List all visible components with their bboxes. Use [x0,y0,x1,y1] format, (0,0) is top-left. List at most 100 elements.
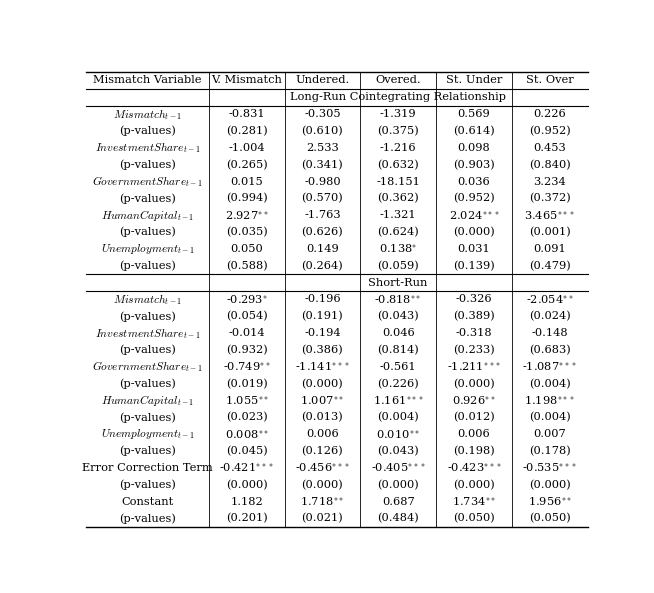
Text: (0.610): (0.610) [301,126,343,136]
Text: (0.952): (0.952) [453,193,495,203]
Text: -0.318: -0.318 [456,328,492,338]
Text: (p-values): (p-values) [119,260,176,271]
Text: (0.624): (0.624) [377,227,419,237]
Text: (0.372): (0.372) [529,193,570,203]
Text: (0.004): (0.004) [377,412,419,423]
Text: 0.010$^{\ast\ast}$: 0.010$^{\ast\ast}$ [376,428,420,441]
Text: (0.000): (0.000) [529,480,570,490]
Text: (p-values): (p-values) [119,227,176,237]
Text: 0.031: 0.031 [458,244,490,254]
Text: (0.050): (0.050) [453,514,495,524]
Text: 3.234: 3.234 [533,177,566,187]
Text: -0.326: -0.326 [456,295,492,304]
Text: -0.194: -0.194 [304,328,341,338]
Text: 0.007: 0.007 [533,429,566,439]
Text: 0.050: 0.050 [230,244,263,254]
Text: $\mathit{HumanCapital}_{t-1}$: $\mathit{HumanCapital}_{t-1}$ [101,208,194,223]
Text: $\mathit{Unemployment}_{t-1}$: $\mathit{Unemployment}_{t-1}$ [101,427,194,441]
Text: 0.687: 0.687 [382,496,415,506]
Text: (0.201): (0.201) [226,514,267,524]
Text: -1.141$^{\ast\ast\ast}$: -1.141$^{\ast\ast\ast}$ [295,361,350,373]
Text: (0.004): (0.004) [529,378,570,389]
Text: (0.191): (0.191) [301,311,343,321]
Text: -0.749$^{\ast\ast}$: -0.749$^{\ast\ast}$ [223,361,271,373]
Text: Short-Run: Short-Run [368,278,428,288]
Text: -2.054$^{\ast\ast}$: -2.054$^{\ast\ast}$ [526,293,574,306]
Text: $\mathit{GovernmentShare}_{t-1}$: $\mathit{GovernmentShare}_{t-1}$ [92,359,203,374]
Text: -1.087$^{\ast\ast\ast}$: -1.087$^{\ast\ast\ast}$ [523,361,577,373]
Text: (0.000): (0.000) [301,378,343,389]
Text: (0.198): (0.198) [453,446,495,456]
Text: (0.126): (0.126) [301,446,343,456]
Text: (0.952): (0.952) [529,126,570,136]
Text: (0.000): (0.000) [453,227,495,237]
Text: (p-values): (p-values) [119,412,176,423]
Text: (0.264): (0.264) [301,260,343,271]
Text: 1.055$^{\ast\ast}$: 1.055$^{\ast\ast}$ [225,394,269,407]
Text: (0.386): (0.386) [301,345,343,355]
Text: (0.000): (0.000) [226,480,267,490]
Text: -0.305: -0.305 [304,109,341,119]
Text: (p-values): (p-values) [119,345,176,355]
Text: 0.926$^{\ast\ast}$: 0.926$^{\ast\ast}$ [452,394,496,407]
Text: (p-values): (p-values) [119,513,176,524]
Text: -1.321: -1.321 [380,211,417,220]
Text: -0.405$^{\ast\ast\ast}$: -0.405$^{\ast\ast\ast}$ [371,461,425,474]
Text: (p-values): (p-values) [119,193,176,203]
Text: -0.980: -0.980 [304,177,341,187]
Text: (0.389): (0.389) [453,311,495,321]
Text: (0.683): (0.683) [529,345,570,355]
Text: $\mathit{HumanCapital}_{t-1}$: $\mathit{HumanCapital}_{t-1}$ [101,393,194,408]
Text: (0.004): (0.004) [529,412,570,423]
Text: (p-values): (p-values) [119,160,176,170]
Text: -0.196: -0.196 [304,295,341,304]
Text: (0.059): (0.059) [377,260,419,271]
Text: (0.043): (0.043) [377,446,419,456]
Text: (0.012): (0.012) [453,412,495,423]
Text: (0.023): (0.023) [226,412,267,423]
Text: 2.533: 2.533 [306,143,339,153]
Text: Constant: Constant [121,496,173,506]
Text: -1.004: -1.004 [228,143,265,153]
Text: (p-values): (p-values) [119,311,176,321]
Text: 2.927$^{\ast\ast}$: 2.927$^{\ast\ast}$ [225,209,268,222]
Text: Undered.: Undered. [295,75,349,85]
Text: -0.421$^{\ast\ast\ast}$: -0.421$^{\ast\ast\ast}$ [219,461,274,474]
Text: Long-Run Cointegrating Relationship: Long-Run Cointegrating Relationship [290,93,506,103]
Text: -0.014: -0.014 [228,328,265,338]
Text: -1.216: -1.216 [380,143,417,153]
Text: St. Under: St. Under [446,75,502,85]
Text: Mismatch Variable: Mismatch Variable [93,75,201,85]
Text: $\mathit{Unemployment}_{t-1}$: $\mathit{Unemployment}_{t-1}$ [101,242,194,256]
Text: (0.840): (0.840) [529,160,570,170]
Text: (0.050): (0.050) [529,514,570,524]
Text: -0.831: -0.831 [228,109,265,119]
Text: (0.000): (0.000) [453,480,495,490]
Text: -0.561: -0.561 [380,362,417,372]
Text: 0.149: 0.149 [306,244,339,254]
Text: (0.024): (0.024) [529,311,570,321]
Text: -18.151: -18.151 [376,177,420,187]
Text: -0.818$^{\ast\ast}$: -0.818$^{\ast\ast}$ [375,293,422,306]
Text: 0.008$^{\ast\ast}$: 0.008$^{\ast\ast}$ [225,428,269,441]
Text: 1.182: 1.182 [230,496,263,506]
Text: (0.479): (0.479) [529,260,570,271]
Text: 0.036: 0.036 [458,177,490,187]
Text: 1.161$^{\ast\ast\ast}$: 1.161$^{\ast\ast\ast}$ [373,394,424,407]
Text: (0.484): (0.484) [377,514,419,524]
Text: $\mathit{Mismatch}_{t-1}$: $\mathit{Mismatch}_{t-1}$ [112,292,182,307]
Text: (0.362): (0.362) [377,193,419,203]
Text: (0.588): (0.588) [226,260,267,271]
Text: 0.226: 0.226 [533,109,566,119]
Text: 2.024$^{\ast\ast\ast}$: 2.024$^{\ast\ast\ast}$ [449,209,499,222]
Text: (0.632): (0.632) [377,160,419,170]
Text: -1.319: -1.319 [380,109,417,119]
Text: 0.569: 0.569 [458,109,490,119]
Text: Overed.: Overed. [375,75,421,85]
Text: (p-values): (p-values) [119,126,176,136]
Text: $\mathit{Mismatch}_{t-1}$: $\mathit{Mismatch}_{t-1}$ [112,107,182,122]
Text: Error Correction Term: Error Correction Term [82,463,213,473]
Text: (0.021): (0.021) [301,514,343,524]
Text: $\mathit{InvestmentShare}_{t-1}$: $\mathit{InvestmentShare}_{t-1}$ [95,141,200,155]
Text: (0.000): (0.000) [301,480,343,490]
